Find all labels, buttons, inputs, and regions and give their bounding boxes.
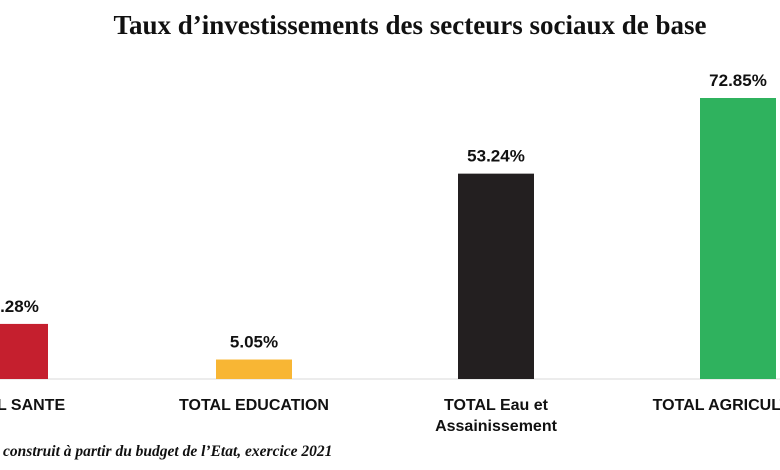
category-label-2: TOTAL EDUCATION [179,397,329,414]
category-label-1: TOTAL SANTE [0,397,65,414]
value-label-4: 72.85% [709,71,767,90]
chart-title: Taux d’investissements des secteurs soci… [113,10,707,40]
source-note: : construit à partir du budget de l’Etat… [0,443,333,460]
value-label-2: 5.05% [230,333,278,352]
bar-1 [0,323,48,379]
bar-4 [700,98,776,379]
value-label-3: 53.24% [467,147,525,166]
category-label-4: TOTAL AGRICULTURE [653,397,780,414]
value-label-1: 14.28% [0,297,39,316]
bar-2 [216,359,292,379]
bar-3 [458,173,534,379]
category-label-3: TOTAL Eau et Assainissement [435,397,558,435]
